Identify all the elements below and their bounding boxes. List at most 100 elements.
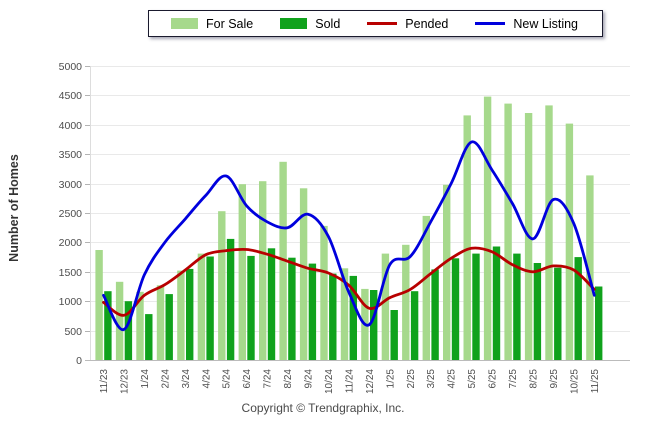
bar (206, 256, 214, 360)
bar (329, 273, 337, 360)
y-tick-label: 4500 (59, 90, 83, 102)
legend-item-pended: Pended (367, 17, 448, 31)
bar (349, 275, 357, 360)
y-axis-title: Number of Homes (7, 154, 21, 262)
bars-sold (104, 238, 603, 360)
bar (463, 115, 471, 361)
bar (443, 184, 451, 360)
x-tick-label: 3/24 (181, 369, 192, 389)
legend-swatch-line (367, 22, 398, 25)
y-tick-label: 500 (64, 326, 82, 338)
bar (308, 263, 317, 360)
bar (104, 291, 112, 360)
bar (156, 285, 165, 360)
x-axis-labels: 11/23 12/23 1/24 2/24 3/24 4/24 5/24 6/24 7/24 8/… (99, 369, 601, 394)
bar (545, 105, 553, 361)
bar (340, 268, 349, 360)
bar (451, 258, 460, 360)
x-tick-label: 12/24 (365, 369, 376, 394)
y-tick-label: 1000 (59, 296, 83, 308)
bar (574, 257, 582, 360)
legend-item-for-sale: For Sale (171, 17, 253, 31)
y-tick-label: 3500 (59, 149, 83, 161)
x-tick-label: 5/25 (467, 369, 478, 389)
y-tick-label: 2000 (59, 237, 83, 249)
bar (390, 310, 398, 360)
copyright-text: Copyright © Trendgraphix, Inc. (241, 401, 405, 415)
bar (410, 291, 419, 360)
x-tick-label: 12/23 (120, 369, 131, 394)
bar (226, 238, 235, 360)
x-tick-label: 4/25 (447, 369, 458, 389)
x-tick-label: 1/25 (385, 369, 396, 389)
x-tick-label: 3/25 (426, 369, 437, 389)
bar (472, 253, 480, 360)
legend-swatch-bar (171, 18, 198, 29)
y-tick-label: 0 (76, 355, 82, 367)
y-tick-label: 1500 (59, 267, 83, 279)
bar (513, 253, 521, 360)
bar (565, 123, 574, 360)
bar (247, 255, 255, 360)
bar (554, 267, 562, 360)
x-tick-label: 11/25 (590, 369, 601, 394)
x-tick-label: 1/24 (140, 369, 151, 389)
legend-label: For Sale (206, 16, 254, 31)
x-tick-label: 9/24 (304, 369, 315, 389)
bar (504, 103, 512, 360)
bar (492, 246, 501, 360)
bar (595, 286, 603, 360)
y-tick-label: 5000 (59, 61, 83, 73)
line-new-listing (102, 140, 596, 331)
bar (145, 314, 153, 360)
bar (177, 270, 185, 360)
bar (370, 290, 378, 360)
bar (259, 181, 267, 360)
x-tick-label: 11/24 (344, 369, 355, 394)
bar (115, 281, 124, 360)
bar (165, 294, 173, 360)
x-tick-label: 5/24 (222, 369, 233, 389)
bar (299, 188, 308, 360)
x-tick-label: 4/24 (201, 369, 212, 389)
legend-label: New Listing (513, 16, 579, 31)
legend-label: Pended (405, 16, 449, 31)
bar (136, 291, 144, 360)
bar (320, 225, 328, 360)
bar (483, 96, 492, 360)
x-tick-label: 2/24 (160, 369, 171, 389)
legend-swatch-bar (280, 18, 308, 29)
y-tick-label: 2500 (59, 208, 83, 220)
y-axis-labels: 0 500 1000 1500 2000 2500 3000 3500 4000 4500 5000 (59, 61, 83, 367)
x-tick-label: 8/25 (529, 369, 540, 389)
bar (238, 184, 246, 360)
bar (95, 250, 103, 360)
x-tick-label: 10/25 (569, 369, 580, 394)
bar (533, 263, 542, 360)
x-tick-label: 9/25 (549, 369, 560, 389)
x-tick-label: 7/25 (508, 369, 519, 389)
bar (288, 257, 296, 360)
bar (218, 211, 226, 360)
legend-label: Sold (315, 16, 341, 31)
bar (381, 253, 390, 360)
legend-swatch-line (475, 22, 506, 25)
legend: For Sale Sold Pended New Listing (148, 10, 604, 37)
bar (267, 248, 276, 360)
bar (186, 268, 194, 360)
x-tick-label: 8/24 (283, 369, 294, 389)
x-tick-label: 6/25 (488, 369, 499, 389)
x-tick-label: 7/24 (263, 369, 274, 389)
y-tick-label: 4000 (59, 120, 83, 132)
bar (197, 253, 206, 360)
bar (431, 269, 439, 360)
bar (422, 215, 430, 360)
bar (586, 175, 594, 360)
line-pended (102, 246, 596, 317)
legend-item-sold: Sold (280, 17, 340, 31)
x-tick-label: 10/24 (324, 369, 335, 394)
x-tick-label: 2/25 (406, 369, 417, 389)
y-tick-label: 3000 (59, 179, 83, 191)
